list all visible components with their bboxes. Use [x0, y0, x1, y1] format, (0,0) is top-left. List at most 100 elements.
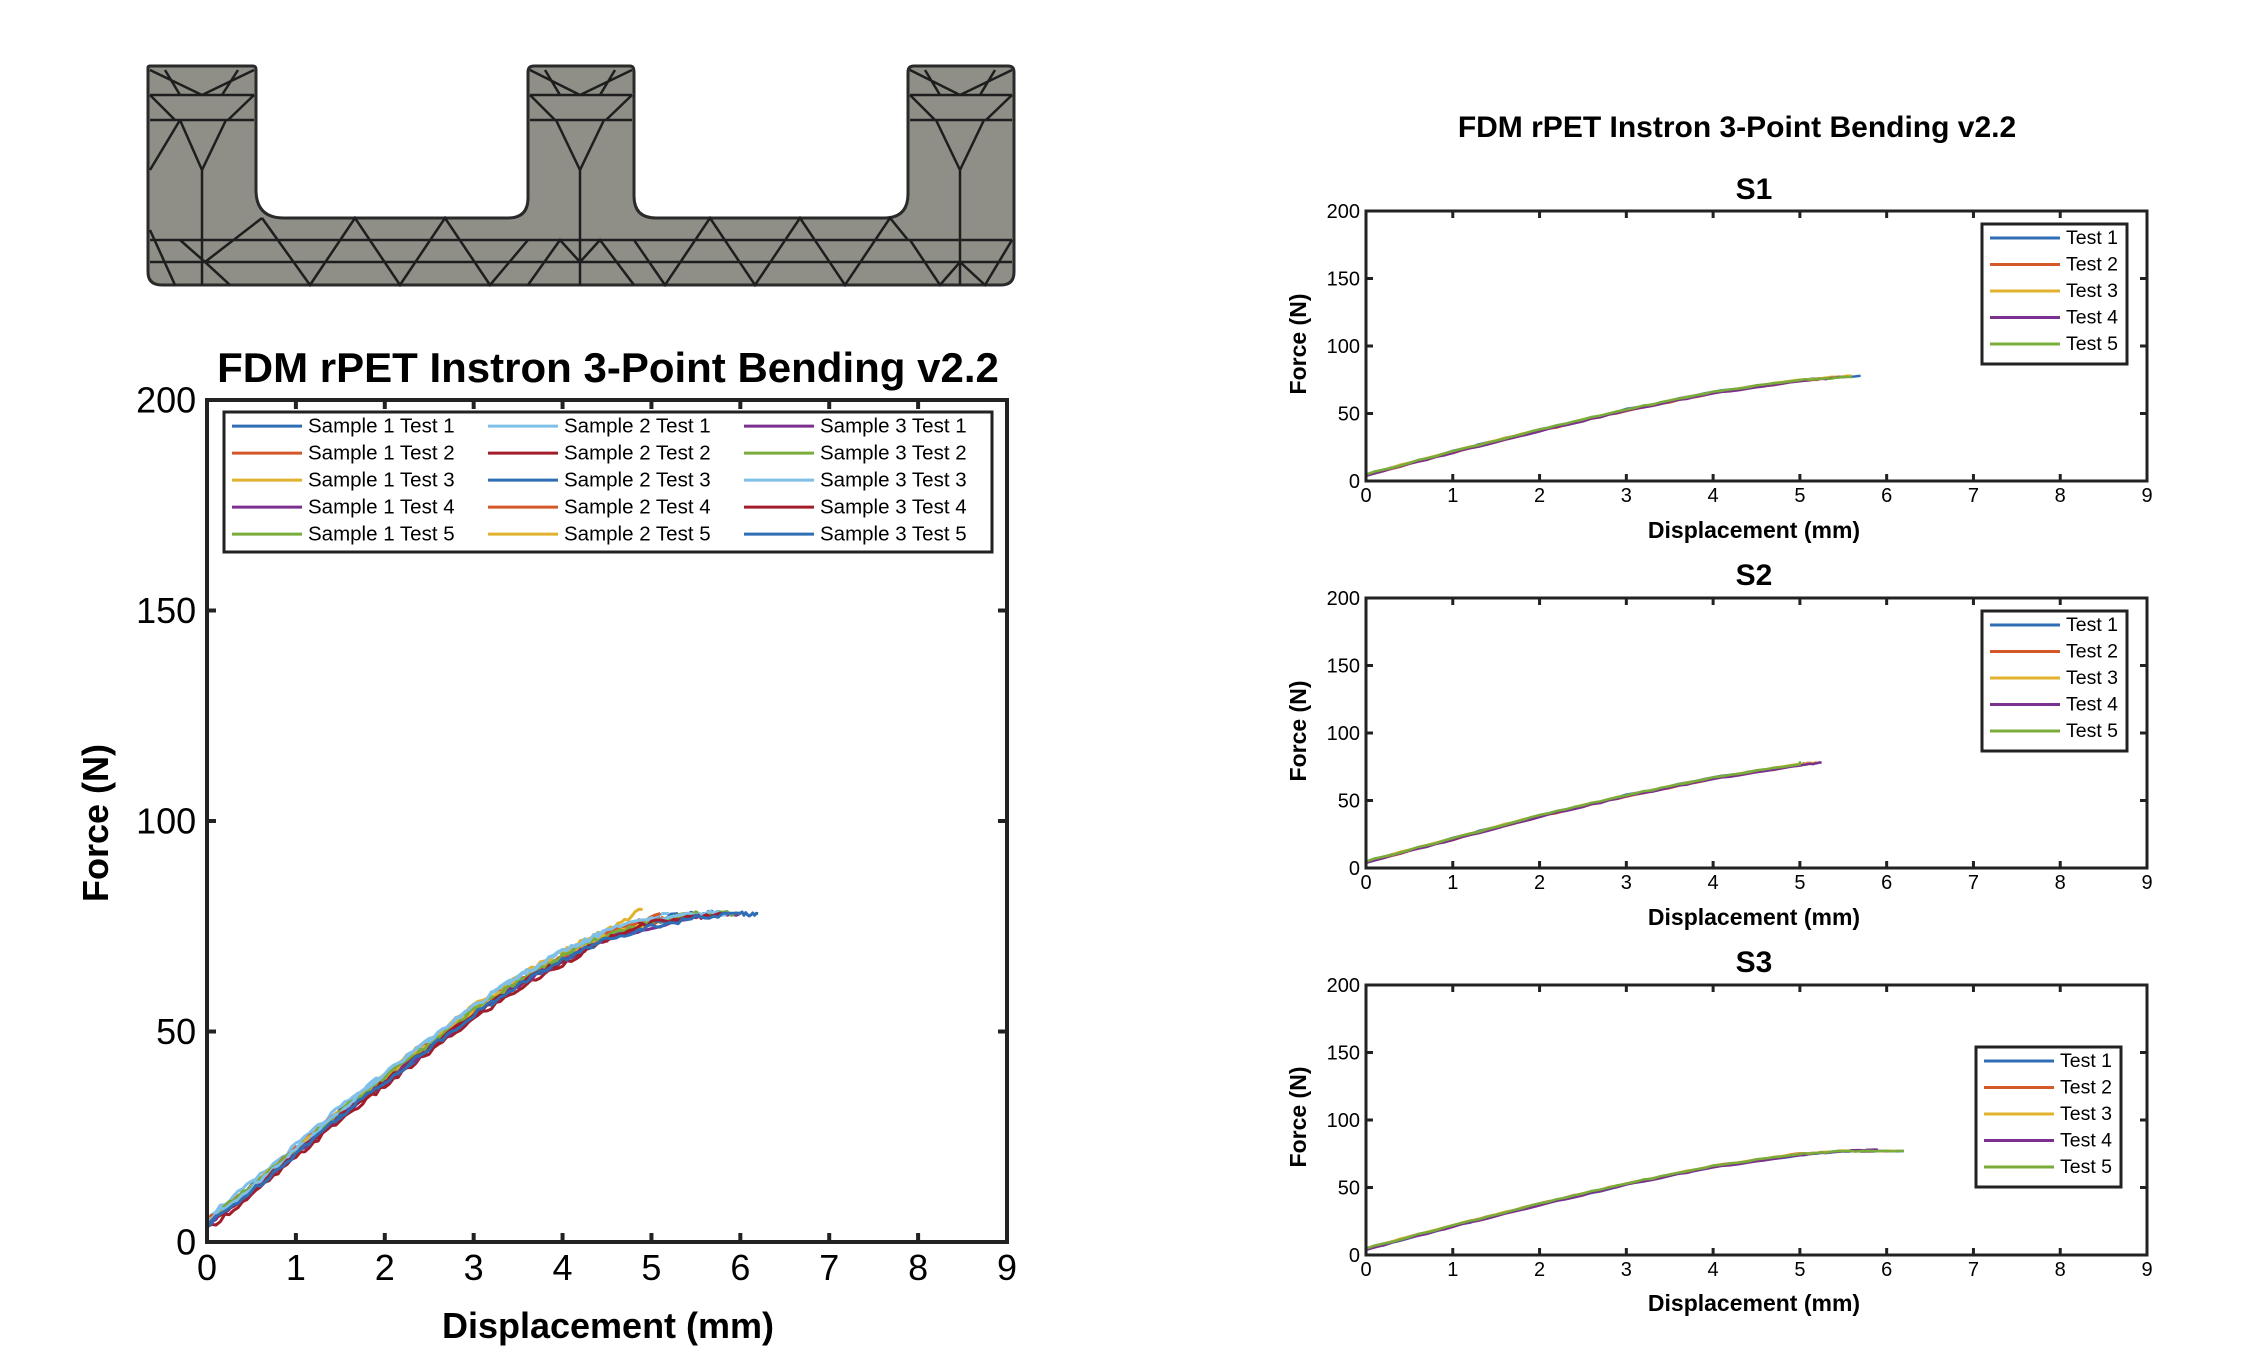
x-tick-label: 8 — [2055, 1259, 2066, 1281]
s3-title: S3 — [1736, 946, 1773, 979]
x-tick-label: 2 — [1534, 485, 1545, 507]
x-tick-label: 6 — [1881, 1259, 1892, 1281]
legend-entry: Test 5 — [2066, 720, 2118, 742]
x-tick-label: 5 — [1794, 485, 1805, 507]
y-tick-label: 50 — [1338, 791, 1360, 813]
y-tick-label: 150 — [1327, 1043, 1360, 1065]
legend-entry: Sample 1 Test 3 — [308, 468, 455, 491]
s3-y-axis-label: Force (N) — [1285, 1067, 1311, 1168]
x-tick-label: 5 — [1794, 872, 1805, 894]
x-tick-label: 3 — [1621, 485, 1632, 507]
x-tick-label: 3 — [464, 1247, 484, 1288]
x-tick-label: 3 — [1621, 1259, 1632, 1281]
x-tick-label: 8 — [2055, 485, 2066, 507]
main-series-8 — [206, 912, 679, 1229]
main-series-11 — [206, 912, 741, 1226]
x-tick-label: 4 — [553, 1247, 573, 1288]
x-tick-label: 8 — [908, 1247, 928, 1288]
y-tick-label: 50 — [156, 1011, 196, 1052]
x-tick-label: 9 — [2141, 1259, 2152, 1281]
x-tick-label: 2 — [375, 1247, 395, 1288]
legend-entry: Sample 2 Test 2 — [564, 441, 711, 464]
legend-entry: Sample 1 Test 2 — [308, 441, 455, 464]
legend-entry: Sample 1 Test 5 — [308, 522, 455, 545]
x-tick-label: 4 — [1708, 872, 1719, 894]
legend-entry: Test 2 — [2066, 640, 2118, 662]
x-tick-label: 4 — [1708, 1259, 1719, 1281]
x-tick-label: 9 — [997, 1247, 1017, 1288]
x-tick-label: 7 — [1968, 872, 1979, 894]
x-tick-label: 1 — [286, 1247, 306, 1288]
legend-entry: Sample 3 Test 4 — [820, 495, 967, 518]
x-tick-label: 7 — [1968, 1259, 1979, 1281]
main-series-1 — [205, 909, 715, 1225]
y-tick-label: 200 — [1327, 201, 1360, 223]
y-tick-label: 150 — [1327, 269, 1360, 291]
s2-series-4 — [1365, 761, 1822, 865]
s3-series-1 — [1365, 1149, 1905, 1252]
legend-entry: Test 3 — [2066, 280, 2118, 302]
x-tick-label: 3 — [1621, 872, 1632, 894]
x-tick-label: 6 — [730, 1247, 750, 1288]
s2-y-axis-label: Force (N) — [1285, 681, 1311, 782]
legend-entry: Test 2 — [2066, 253, 2118, 275]
y-tick-label: 0 — [1349, 471, 1360, 493]
s3-x-axis-label: Displacement (mm) — [1648, 1290, 1860, 1316]
s3-series-5 — [1365, 1149, 1905, 1250]
s3-series-2 — [1365, 1149, 1887, 1250]
s1-legend-box — [1980, 222, 2129, 366]
legend-entry: Test 2 — [2060, 1076, 2112, 1098]
legend-entry: Sample 3 Test 5 — [820, 522, 967, 545]
s2-series-5 — [1365, 761, 1802, 863]
main-series-12 — [206, 910, 741, 1222]
s2-legend: Test 1 Test 2 Test 3 Test 4 Test 5 — [1980, 609, 2129, 753]
legend-entry: Test 4 — [2066, 693, 2118, 715]
legend-entry: Sample 3 Test 1 — [820, 414, 967, 437]
legend-entry: Test 4 — [2066, 306, 2118, 328]
legend-entry: Test 3 — [2060, 1103, 2112, 1125]
x-tick-label: 7 — [1968, 485, 1979, 507]
legend-entry: Sample 1 Test 1 — [308, 414, 455, 437]
legend-entry: Test 4 — [2060, 1129, 2112, 1151]
main-series-4 — [205, 916, 661, 1228]
legend-entry: Test 3 — [2066, 667, 2118, 689]
y-tick-label: 0 — [1349, 1245, 1360, 1267]
s1-legend: Test 1 Test 2 Test 3 Test 4 Test 5 — [1980, 222, 2129, 366]
y-tick-label: 200 — [136, 380, 196, 421]
x-tick-label: 7 — [819, 1247, 839, 1288]
x-tick-label: 2 — [1534, 1259, 1545, 1281]
y-tick-label: 100 — [1327, 723, 1360, 745]
s1-series-2 — [1365, 375, 1844, 478]
y-tick-label: 200 — [1327, 588, 1360, 610]
s1-y-axis-label: Force (N) — [1285, 294, 1311, 395]
x-tick-label: 1 — [1447, 1259, 1458, 1281]
legend-entry: Test 1 — [2060, 1050, 2112, 1072]
x-tick-label: 0 — [1360, 485, 1371, 507]
s2-legend-box — [1980, 609, 2129, 753]
x-tick-label: 0 — [1360, 872, 1371, 894]
y-tick-label: 50 — [1338, 1178, 1360, 1200]
y-tick-label: 0 — [176, 1222, 196, 1263]
subplots-suptitle: FDM rPET Instron 3-Point Bending v2.2 — [1458, 111, 2016, 144]
x-tick-label: 8 — [2055, 872, 2066, 894]
x-tick-label: 2 — [1534, 872, 1545, 894]
x-tick-label: 9 — [2141, 872, 2152, 894]
legend-entry: Sample 2 Test 3 — [564, 468, 711, 491]
y-tick-label: 0 — [1349, 858, 1360, 880]
x-tick-label: 1 — [1447, 485, 1458, 507]
s2-series-3 — [1365, 761, 1818, 864]
legend-entry: Sample 2 Test 5 — [564, 522, 711, 545]
main-legend-box — [222, 410, 994, 554]
s3-legend: Test 1 Test 2 Test 3 Test 4 Test 5 — [1974, 1045, 2123, 1189]
x-tick-label: 5 — [1794, 1259, 1805, 1281]
legend-entry: Test 1 — [2066, 614, 2118, 636]
s3-legend-box — [1974, 1045, 2123, 1189]
combined-legend: Sample 1 Test 1 Sample 1 Test 2 Sample 1 T… — [222, 410, 994, 554]
legend-entry: Sample 2 Test 1 — [564, 414, 711, 437]
combined-x-axis-label: Displacement (mm) — [442, 1305, 774, 1346]
s1-series-3 — [1365, 374, 1852, 477]
s1-title: S1 — [1736, 173, 1773, 206]
x-tick-label: 9 — [2141, 485, 2152, 507]
x-tick-label: 5 — [641, 1247, 661, 1288]
legend-entry: Test 5 — [2066, 333, 2118, 355]
